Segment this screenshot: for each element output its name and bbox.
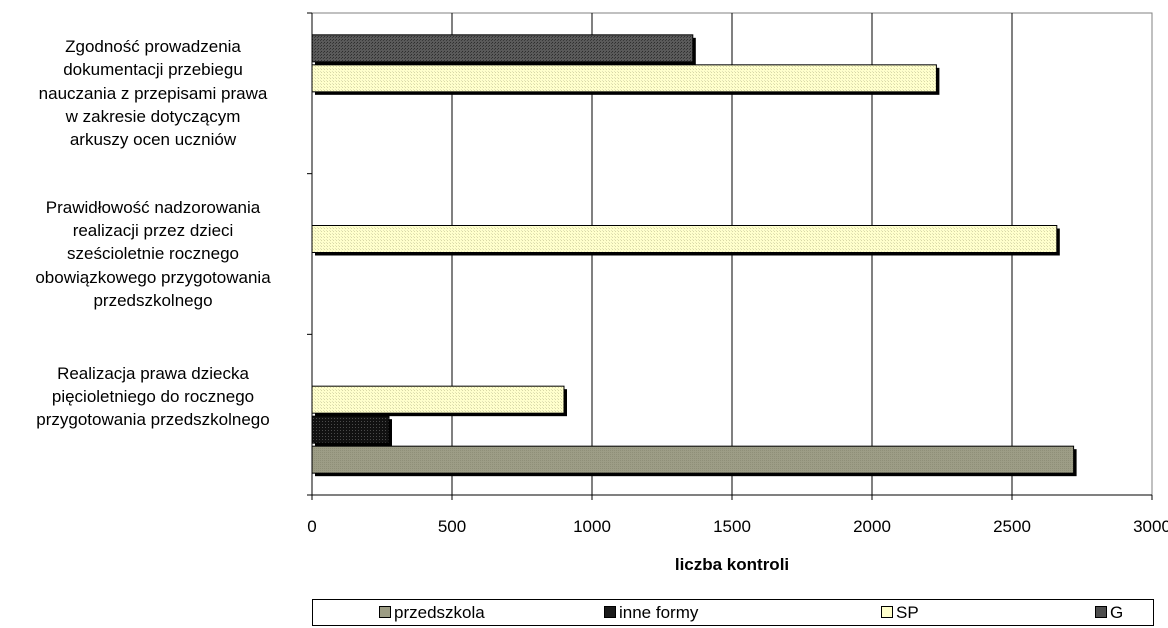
legend-swatch: [379, 606, 391, 618]
category-label: Realizacja prawa dziecka pięcioletniego …: [36, 363, 270, 430]
legend-label: G: [1110, 603, 1124, 622]
category-label: Prawidłowość nadzorowania realizacji prz…: [35, 197, 271, 311]
legend-item: inne formy: [604, 602, 698, 624]
bar-inne-formy: [311, 415, 390, 444]
x-tick-label: 500: [438, 517, 466, 536]
legend-label: przedszkola: [394, 603, 485, 622]
legend-label: SP: [896, 603, 919, 622]
category-label: Zgodność prowadzenia dokumentacji przebi…: [38, 36, 268, 150]
legend-item: SP: [881, 602, 919, 624]
legend-swatch: [604, 606, 616, 618]
bar-g: [311, 34, 694, 63]
x-tick-label: 1500: [713, 517, 751, 536]
x-axis-title: liczba kontroli: [674, 555, 790, 574]
legend-swatch: [1095, 606, 1107, 618]
legend-item: G: [1095, 602, 1123, 624]
x-tick-label: 0: [307, 517, 316, 536]
bar-sp: [311, 385, 565, 414]
x-tick-label: 1000: [573, 517, 611, 536]
legend: przedszkola inne formy SP G: [312, 599, 1154, 626]
legend-swatch: [881, 606, 893, 618]
x-tick-label: 2500: [993, 517, 1031, 536]
x-tick-label: 2000: [853, 517, 891, 536]
x-tick-label: 3000: [1133, 517, 1168, 536]
bar-sp: [311, 225, 1058, 253]
legend-label: inne formy: [619, 603, 699, 622]
legend-item: przedszkola: [379, 602, 485, 624]
bar-przedszkola: [311, 445, 1075, 474]
bar-sp: [311, 64, 937, 93]
